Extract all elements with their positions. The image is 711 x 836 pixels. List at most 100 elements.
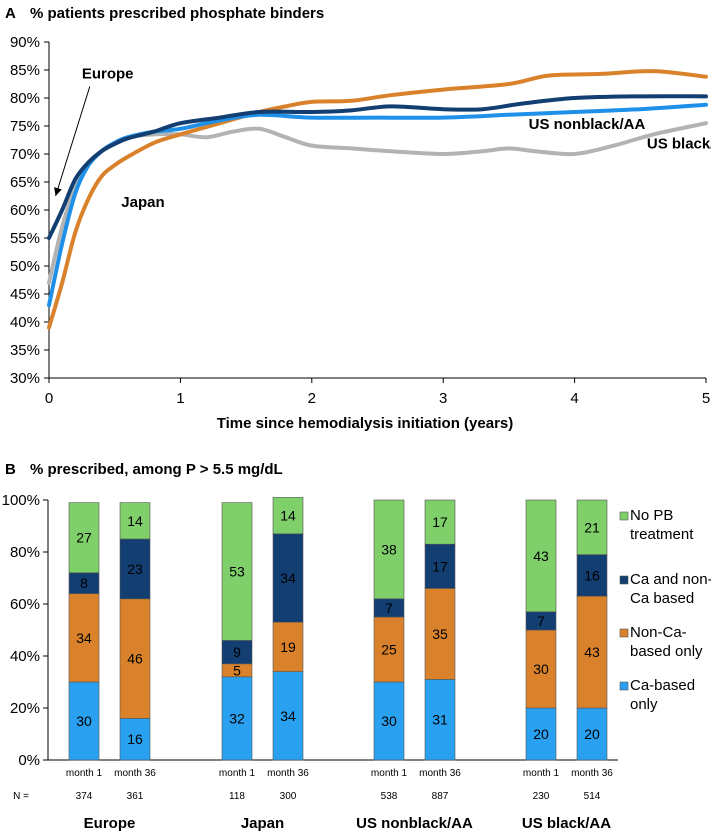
bar-value-label: 53: [229, 564, 245, 580]
bar-value-label: 7: [385, 600, 393, 616]
bar-value-label: 31: [432, 712, 448, 728]
a-x-tick-label: 4: [570, 390, 578, 407]
legend-label: based only: [630, 643, 703, 660]
b-y-tick-label: 20%: [10, 700, 40, 717]
panel-b-bottom-labels: month 1 374 month 36 361 month 1 118 month 36 3…: [13, 768, 613, 832]
bar-segment-non-ca-based-only: [373, 616, 405, 683]
b-y-tick-label: 80%: [10, 544, 40, 561]
bar-value-label: 25: [381, 642, 397, 658]
bar-value-label: 43: [584, 644, 600, 660]
legend-swatch: [619, 681, 629, 691]
a-y-tick-label: 90%: [10, 34, 40, 51]
group-label-japan: Japan: [241, 815, 284, 832]
bar-value-label: 30: [381, 713, 397, 729]
legend-label: Ca based: [630, 590, 694, 607]
panel-a-axes: 30% 35% 40% 45% 50% 55% 60% 65% 70% 75% 80% 85% 90% 0…: [10, 34, 710, 407]
bar-value-label: 17: [432, 558, 448, 574]
a-y-tick-label: 35%: [10, 342, 40, 359]
a-y-tick-label: 30%: [10, 370, 40, 387]
bar-segment-no-pb-treatment: [119, 502, 151, 540]
bar-segment-ca-and-non-ca-based: [119, 538, 151, 600]
annotation-us-black-aa: US black/AA: [647, 135, 711, 152]
bar-segment-ca-based-only: [373, 681, 405, 761]
bar-value-label: 5: [233, 662, 241, 678]
a-x-tick-label: 2: [308, 390, 316, 407]
bar-category-label: month 36: [114, 768, 156, 779]
bar-category-label: month 36: [419, 768, 461, 779]
bar-n-value: 514: [584, 791, 601, 802]
bar-segment-ca-and-non-ca-based: [576, 554, 608, 597]
legend-label: treatment: [630, 526, 694, 543]
a-x-tick-label: 1: [176, 390, 184, 407]
bar-category-label: month 1: [219, 768, 256, 779]
legend-label: Ca-based: [630, 677, 695, 694]
bar-value-label: 21: [584, 519, 600, 535]
annotation-arrow-line: [55, 86, 91, 197]
a-y-tick-label: 45%: [10, 286, 40, 303]
bar-segment-ca-and-non-ca-based: [424, 543, 456, 589]
bar-segment-no-pb-treatment: [576, 499, 608, 555]
legend-swatch: [619, 628, 629, 638]
n-label: N =: [13, 791, 29, 802]
legend-swatch: [619, 575, 629, 585]
bar-value-label: 27: [76, 530, 92, 546]
bar-value-label: 7: [537, 613, 545, 629]
bar-value-label: 14: [127, 513, 143, 529]
a-x-tick-label: 0: [45, 390, 53, 407]
bar-category-label: month 1: [371, 768, 408, 779]
bar-segment-non-ca-based-only: [525, 629, 557, 709]
group-label-us-nonblack-aa: US nonblack/AA: [356, 815, 473, 832]
panel-a-xlabel: Time since hemodialysis initiation (year…: [217, 415, 514, 432]
panel-a-series: [47, 69, 708, 330]
bar-category-label: month 36: [571, 768, 613, 779]
bar-value-label: 32: [229, 710, 245, 726]
bar-n-value: 374: [76, 791, 93, 802]
group-label-us-black-aa: US black/AA: [522, 815, 611, 832]
bar-n-value: 538: [381, 791, 398, 802]
bar-segment-no-pb-treatment: [525, 499, 557, 613]
a-y-tick-label: 40%: [10, 314, 40, 331]
bar-value-label: 38: [381, 541, 397, 557]
annotation-us-nonblack-aa: US nonblack/AA: [529, 116, 646, 133]
legend-label: only: [630, 696, 658, 713]
bar-value-label: 8: [80, 575, 88, 591]
bar-category-label: month 36: [267, 768, 309, 779]
bar-segment-no-pb-treatment: [221, 502, 253, 641]
series-line-europe: [47, 94, 708, 240]
annotation-japan: Japan: [121, 194, 164, 211]
a-y-tick-label: 85%: [10, 62, 40, 79]
bar-value-label: 34: [76, 630, 92, 646]
bar-segment-ca-and-non-ca-based: [272, 533, 304, 623]
bar-value-label: 16: [584, 567, 600, 583]
bar-value-label: 43: [533, 548, 549, 564]
a-x-tick-label: 3: [439, 390, 447, 407]
bar-value-label: 34: [280, 708, 296, 724]
bar-value-label: 9: [233, 644, 241, 660]
bar-segment-ca-based-only: [119, 718, 151, 761]
a-y-tick-label: 60%: [10, 202, 40, 219]
bar-value-label: 23: [127, 561, 143, 577]
b-y-tick-label: 40%: [10, 648, 40, 665]
legend-swatch: [619, 511, 629, 521]
b-y-tick-label: 0%: [18, 752, 40, 769]
bar-segment-ca-based-only: [525, 707, 557, 761]
bar-value-label: 16: [127, 731, 143, 747]
bar-segment-non-ca-based-only: [119, 598, 151, 719]
bar-value-label: 30: [533, 661, 549, 677]
bar-value-label: 30: [76, 713, 92, 729]
a-x-tick-label: 5: [702, 390, 710, 407]
a-y-tick-label: 55%: [10, 230, 40, 247]
legend-label: Ca and non-: [630, 571, 711, 588]
bar-value-label: 17: [432, 514, 448, 530]
annotation-europe: Europe: [82, 65, 134, 82]
group-label-europe: Europe: [84, 815, 136, 832]
bar-value-label: 19: [280, 639, 296, 655]
panel-b-letter: B: [5, 461, 16, 478]
bar-segment-no-pb-treatment: [272, 497, 304, 535]
a-y-tick-label: 65%: [10, 174, 40, 191]
panel-b-title: % prescribed, among P > 5.5 mg/dL: [30, 461, 283, 478]
bar-n-value: 230: [533, 791, 550, 802]
bar-value-label: 14: [280, 508, 296, 524]
